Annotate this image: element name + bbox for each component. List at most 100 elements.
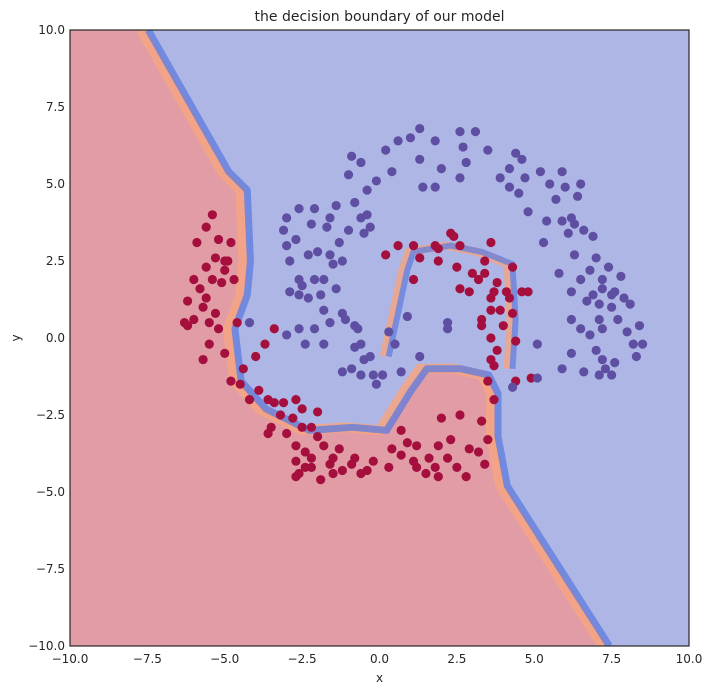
point-class-0 [204,339,214,349]
point-class-1 [458,142,468,152]
point-class-1 [415,351,425,362]
point-class-1 [600,364,611,374]
point-class-0 [449,231,459,241]
x-tick-label: 5.0 [525,652,544,666]
point-class-1 [343,170,354,180]
point-class-1 [511,148,521,158]
point-class-1 [337,256,347,266]
point-class-0 [269,398,279,408]
point-class-0 [198,302,208,312]
point-class-1 [356,339,366,349]
point-class-1 [347,364,357,374]
point-class-0 [483,435,493,445]
point-class-1 [294,290,304,300]
point-class-0 [464,444,474,454]
x-tick-label: −10.0 [52,652,89,666]
point-class-0 [213,234,224,245]
point-class-1 [594,370,604,380]
point-class-1 [325,250,335,260]
point-class-0 [486,237,496,248]
point-class-0 [356,468,366,479]
point-class-0 [328,468,338,479]
point-class-0 [254,385,264,395]
point-class-0 [412,462,422,472]
point-class-0 [183,321,193,331]
point-class-0 [189,314,199,325]
point-class-1 [294,324,304,334]
point-class-1 [628,339,638,349]
point-class-0 [507,262,518,272]
point-class-0 [507,308,518,318]
point-class-0 [251,351,261,362]
point-class-1 [291,234,301,245]
point-class-1 [309,274,320,285]
point-class-1 [353,324,363,334]
point-class-1 [303,250,313,260]
point-class-1 [495,173,505,183]
x-tick-label: 2.5 [447,652,466,666]
point-class-1 [350,197,360,208]
point-class-0 [210,253,221,263]
point-class-0 [480,256,490,266]
point-class-0 [402,438,412,448]
point-class-1 [560,182,570,192]
point-class-0 [260,339,270,349]
point-class-0 [467,268,477,278]
point-class-1 [362,185,372,195]
point-class-1 [285,256,295,266]
y-tick-label: −5.0 [36,485,65,499]
point-class-1 [622,327,632,337]
point-class-0 [464,287,474,297]
point-class-0 [306,462,317,472]
point-class-0 [495,305,505,315]
point-class-0 [313,431,323,442]
point-class-1 [557,364,567,374]
point-class-1 [585,330,595,340]
point-class-1 [365,222,375,232]
point-class-1 [331,200,341,211]
point-class-1 [535,167,546,177]
point-class-1 [319,274,329,285]
point-class-1 [631,351,641,362]
point-class-1 [582,296,592,306]
point-class-0 [433,256,443,266]
y-tick-label: 2.5 [46,254,65,268]
y-tick-label: −7.5 [36,562,65,576]
point-class-1 [371,379,382,389]
point-class-0 [229,274,239,285]
point-class-1 [597,284,607,294]
point-class-1 [504,182,515,192]
point-class-0 [204,318,214,328]
point-class-1 [343,225,354,235]
point-class-0 [446,435,456,445]
point-class-1 [566,287,576,297]
point-class-0 [483,376,493,386]
point-class-1 [313,247,323,257]
x-tick-label: 0.0 [370,652,389,666]
point-class-0 [232,318,242,328]
point-class-1 [532,373,542,383]
point-class-1 [613,314,623,325]
point-class-1 [517,154,527,164]
point-class-1 [594,314,604,325]
point-class-1 [634,321,645,331]
point-class-0 [198,354,208,365]
point-class-1 [347,151,357,161]
point-class-1 [542,216,552,226]
point-class-1 [306,219,317,229]
point-class-1 [616,271,626,281]
point-class-1 [365,351,375,362]
point-class-1 [282,330,292,340]
point-class-1 [244,318,255,328]
y-axis-ticks: −10.0 −7.5 −5.0 −2.5 0.0 2.5 5.0 7.5 10.0 [28,23,65,653]
point-class-1 [309,204,320,214]
point-class-0 [282,428,292,439]
point-class-0 [183,296,193,306]
point-class-1 [377,370,388,380]
point-class-1 [594,299,604,309]
point-class-1 [300,339,310,349]
point-class-0 [523,287,533,297]
point-class-0 [306,422,317,432]
point-class-0 [433,244,443,254]
point-class-1 [514,188,524,198]
